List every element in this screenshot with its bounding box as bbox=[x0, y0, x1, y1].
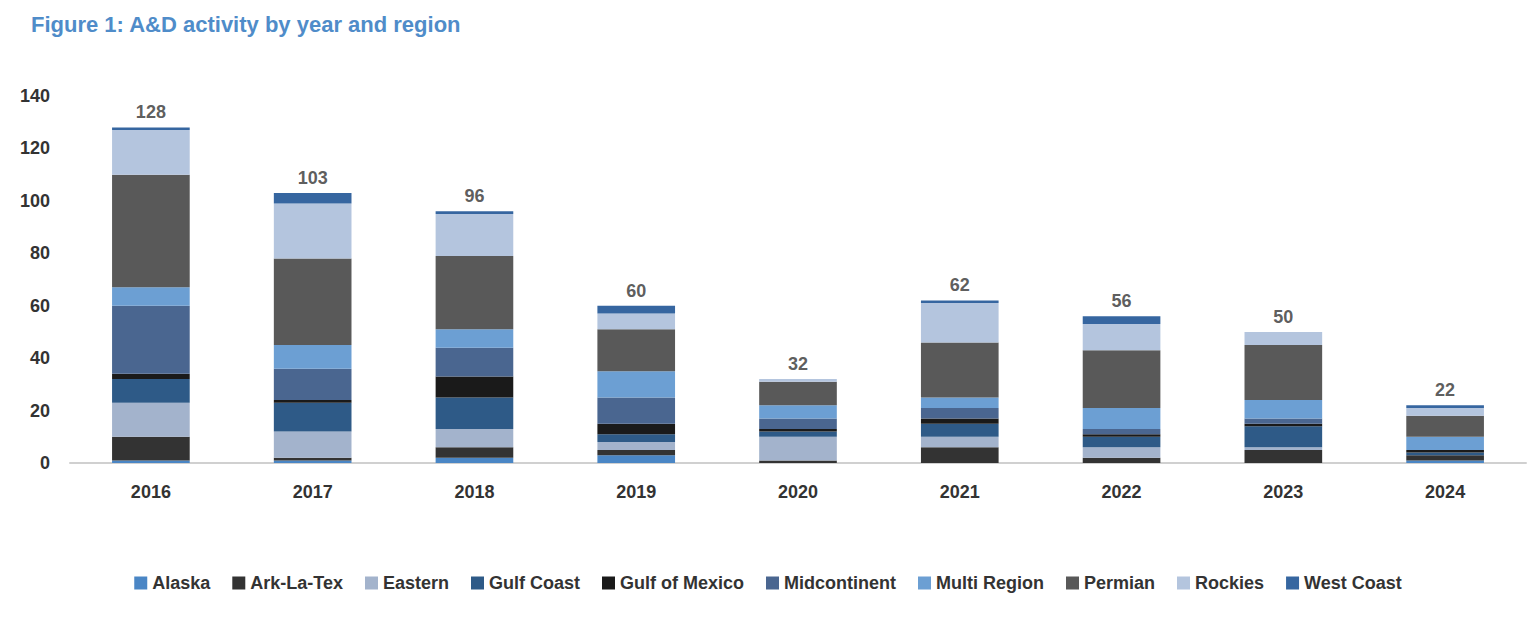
svg-text:32: 32 bbox=[788, 354, 808, 374]
svg-text:60: 60 bbox=[30, 296, 50, 316]
svg-text:0: 0 bbox=[40, 453, 50, 473]
svg-text:Permian: Permian bbox=[1084, 573, 1155, 593]
svg-text:West Coast: West Coast bbox=[1304, 573, 1402, 593]
svg-text:Gulf Coast: Gulf Coast bbox=[489, 573, 580, 593]
svg-text:Ark-La-Tex: Ark-La-Tex bbox=[250, 573, 343, 593]
svg-text:Gulf of Mexico: Gulf of Mexico bbox=[620, 573, 744, 593]
svg-text:56: 56 bbox=[1112, 291, 1132, 311]
svg-text:Rockies: Rockies bbox=[1195, 573, 1264, 593]
svg-text:20: 20 bbox=[30, 401, 50, 421]
svg-text:50: 50 bbox=[1273, 307, 1293, 327]
svg-text:100: 100 bbox=[20, 191, 50, 211]
svg-text:140: 140 bbox=[20, 86, 50, 106]
svg-text:Figure 1: A&D activity by year: Figure 1: A&D activity by year and regio… bbox=[31, 12, 461, 37]
svg-text:80: 80 bbox=[30, 243, 50, 263]
svg-text:40: 40 bbox=[30, 348, 50, 368]
svg-text:2019: 2019 bbox=[616, 482, 656, 502]
svg-text:120: 120 bbox=[20, 138, 50, 158]
svg-text:22: 22 bbox=[1435, 380, 1455, 400]
svg-text:62: 62 bbox=[950, 275, 970, 295]
svg-text:2023: 2023 bbox=[1263, 482, 1303, 502]
svg-text:2022: 2022 bbox=[1102, 482, 1142, 502]
svg-text:2016: 2016 bbox=[131, 482, 171, 502]
svg-text:2018: 2018 bbox=[454, 482, 494, 502]
svg-text:103: 103 bbox=[298, 168, 328, 188]
svg-text:Alaska: Alaska bbox=[152, 573, 211, 593]
svg-text:2020: 2020 bbox=[778, 482, 818, 502]
svg-text:Midcontinent: Midcontinent bbox=[784, 573, 896, 593]
svg-text:Multi Region: Multi Region bbox=[936, 573, 1044, 593]
svg-text:2021: 2021 bbox=[940, 482, 980, 502]
svg-text:60: 60 bbox=[626, 281, 646, 301]
svg-text:96: 96 bbox=[464, 186, 484, 206]
svg-text:Eastern: Eastern bbox=[383, 573, 449, 593]
svg-text:2024: 2024 bbox=[1425, 482, 1465, 502]
svg-text:128: 128 bbox=[136, 102, 166, 122]
svg-text:2017: 2017 bbox=[293, 482, 333, 502]
